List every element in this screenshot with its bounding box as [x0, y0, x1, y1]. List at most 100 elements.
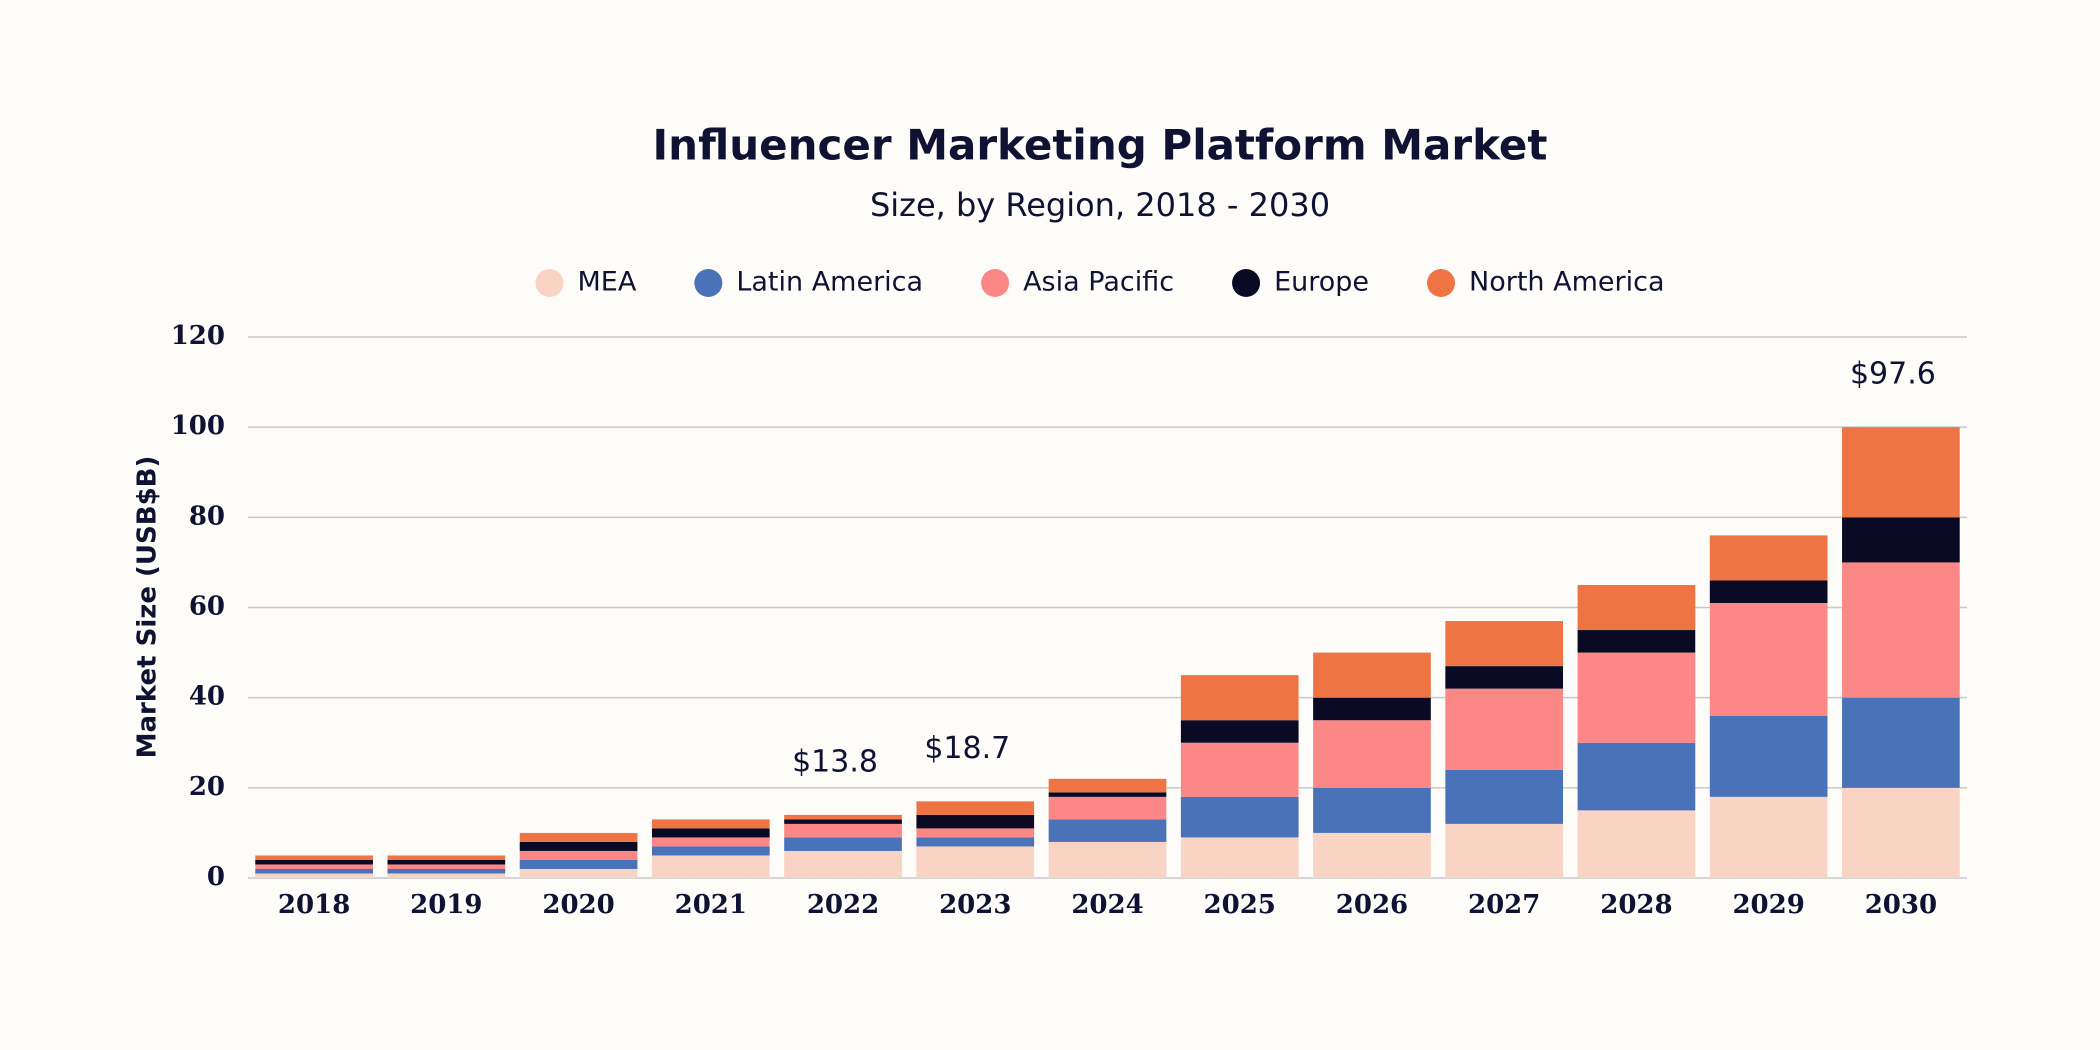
legend-marker: [981, 269, 1010, 297]
bar-segment: [1577, 584, 1696, 631]
bar-segment: [651, 837, 770, 847]
bar-segment: [1180, 720, 1299, 743]
bar-segment: [519, 841, 638, 851]
bar-segment: [387, 859, 506, 865]
bar-segment: [1577, 630, 1696, 653]
bar-segment: [916, 814, 1035, 829]
bar-segment: [1842, 427, 1960, 518]
bar-segment: [916, 828, 1035, 838]
chart-subtitle: Size, by Region, 2018 - 2030: [870, 186, 1330, 224]
y-tick-label: 120: [171, 321, 225, 351]
bar-segment: [1842, 562, 1960, 698]
bar-segment: [651, 846, 770, 856]
bar-segment: [1048, 792, 1167, 797]
bar-segment: [784, 850, 902, 878]
y-axis-label: Market Size (USB$B): [133, 456, 163, 759]
legend-marker: [535, 269, 564, 297]
bar-segment: [1445, 769, 1564, 824]
bar-segment: [1048, 841, 1167, 878]
bar-segment: [1842, 697, 1960, 788]
y-tick-label: 20: [189, 772, 225, 802]
bar-segment: [651, 855, 770, 878]
y-tick-label: 80: [189, 501, 225, 531]
bar-segment: [916, 846, 1035, 878]
x-tick-label: 2024: [1071, 890, 1143, 920]
bar-segment: [387, 873, 506, 878]
legend-label: Latin America: [736, 267, 923, 298]
x-tick-label: 2019: [410, 890, 482, 920]
bar-segment: [1180, 837, 1299, 878]
legend-label: North America: [1469, 267, 1664, 298]
y-tick-label: 100: [171, 411, 225, 441]
bar-segment: [519, 868, 638, 878]
x-tick-label: 2018: [278, 890, 350, 920]
bar-segment: [387, 855, 506, 860]
bar-segment: [1048, 819, 1167, 842]
bar-segment: [387, 868, 506, 874]
bar-segment: [1445, 688, 1564, 770]
bar-segment: [255, 864, 373, 869]
bar-segment: [1048, 796, 1167, 820]
bar-segment: [387, 864, 506, 869]
bar-segment: [1048, 778, 1167, 793]
bar-segment: [1180, 675, 1299, 721]
bar-segment: [519, 850, 638, 860]
y-tick-label: 60: [189, 592, 225, 622]
bar-segment: [1313, 787, 1431, 833]
bar-segment: [1709, 715, 1828, 797]
x-tick-label: 2020: [542, 890, 614, 920]
y-tick-label: 40: [189, 682, 225, 712]
bar-segment: [784, 837, 902, 851]
x-tick-label: 2029: [1732, 890, 1804, 920]
bar-segment: [784, 823, 902, 838]
total-label: $97.6: [1850, 357, 1936, 392]
bar-segment: [1709, 602, 1828, 716]
total-label: $18.7: [924, 731, 1010, 766]
x-tick-label: 2023: [939, 890, 1011, 920]
legend-label: Asia Pacific: [1023, 267, 1174, 298]
bar-segment: [651, 819, 770, 829]
bar-segment: [255, 859, 373, 865]
bar-segment: [1709, 580, 1828, 603]
legend-marker: [1427, 269, 1456, 297]
bar-segment: [519, 859, 638, 869]
bar-segment: [1313, 720, 1431, 788]
legend-label: MEA: [578, 267, 637, 298]
bar-segment: [784, 814, 902, 820]
bar-segment: [1180, 742, 1299, 797]
bar-segment: [1313, 832, 1431, 878]
x-tick-label: 2022: [807, 890, 879, 920]
bar-segment: [1313, 697, 1431, 721]
bar-segment: [916, 837, 1035, 847]
legend-label: Europe: [1274, 267, 1369, 298]
bar-segment: [255, 855, 373, 860]
bar-segment: [1180, 796, 1299, 838]
chart-title: Influencer Marketing Platform Market: [653, 121, 1548, 170]
bar-segment: [1577, 652, 1696, 743]
bar-segment: [1445, 666, 1564, 689]
bar-segment: [1709, 796, 1828, 878]
bar-segment: [1709, 535, 1828, 581]
x-tick-label: 2030: [1865, 890, 1937, 920]
x-tick-label: 2028: [1600, 890, 1672, 920]
bar-segment: [1842, 517, 1960, 563]
bar-segment: [255, 868, 373, 874]
x-tick-label: 2025: [1204, 890, 1276, 920]
bar-segment: [1842, 787, 1960, 878]
bar-segment: [1577, 810, 1696, 878]
bar-segment: [651, 828, 770, 838]
bar-segment: [1445, 823, 1564, 878]
bar-segment: [255, 873, 373, 878]
x-tick-label: 2026: [1336, 890, 1408, 920]
bar-segment: [1313, 652, 1431, 698]
x-tick-label: 2021: [675, 890, 747, 920]
legend-marker: [1232, 269, 1261, 297]
bar-segment: [1577, 742, 1696, 811]
bar-segment: [519, 832, 638, 842]
x-tick-label: 2027: [1468, 890, 1540, 920]
bar-segment: [1445, 621, 1564, 667]
total-label: $13.8: [792, 744, 878, 779]
bar-segment: [784, 819, 902, 824]
y-tick-label: 0: [207, 862, 225, 892]
